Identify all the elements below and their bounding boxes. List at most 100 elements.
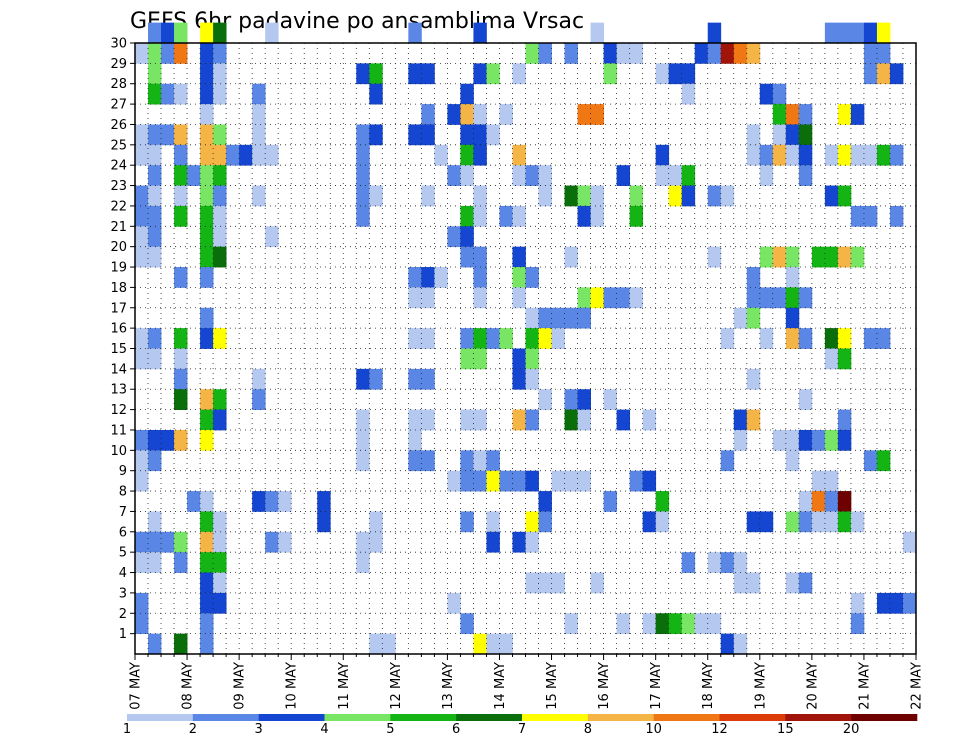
heatmap-cell — [746, 43, 761, 64]
heatmap-cell — [746, 307, 761, 329]
heatmap-cell — [616, 165, 631, 186]
heatmap-cell — [200, 531, 214, 553]
heatmap-cell — [863, 22, 878, 44]
heatmap-cell — [421, 104, 435, 125]
heatmap-cell — [265, 226, 279, 248]
y-tick-label: 25 — [110, 138, 127, 153]
heatmap-cell — [668, 185, 683, 207]
heatmap-cell — [759, 287, 774, 309]
heatmap-cell — [369, 83, 383, 105]
heatmap-cell — [213, 328, 227, 349]
heatmap-cell — [174, 552, 188, 573]
heatmap-cell — [538, 185, 552, 207]
heatmap-cell — [369, 63, 383, 85]
y-tick-label: 4 — [119, 566, 127, 581]
colorbar-label: 1 — [123, 722, 131, 737]
heatmap-cell — [525, 267, 539, 288]
heatmap-cell — [473, 144, 487, 166]
heatmap-cell — [850, 511, 865, 533]
heatmap-cell — [720, 185, 735, 207]
heatmap-cell — [577, 205, 591, 227]
y-tick-label: 3 — [119, 586, 127, 601]
heatmap-cell — [798, 165, 813, 186]
heatmap-cell — [148, 205, 162, 227]
heatmap-cell — [577, 389, 591, 410]
y-tick-label: 8 — [119, 485, 127, 500]
heatmap-cell — [486, 63, 500, 85]
heatmap-cell — [460, 104, 474, 125]
x-tick-label: 15 MAY — [545, 662, 560, 710]
heatmap-cell — [707, 246, 722, 268]
heatmap-cell — [252, 104, 266, 125]
heatmap-cell — [161, 429, 175, 451]
heatmap-cell — [798, 328, 813, 349]
heatmap-cell — [135, 246, 149, 268]
heatmap-cell — [863, 450, 878, 472]
heatmap-cell — [785, 287, 800, 309]
heatmap-cell — [850, 144, 865, 166]
heatmap-cell — [473, 104, 487, 125]
heatmap-cell — [837, 491, 852, 512]
heatmap-cell — [460, 613, 474, 635]
heatmap-cell — [811, 491, 826, 512]
x-tick-label: 21 MAY — [857, 662, 872, 710]
x-tick-label: 18 MAY — [701, 662, 716, 710]
heatmap-cell — [135, 470, 149, 492]
heatmap-cell — [499, 633, 513, 655]
colorbar-swatch — [522, 714, 589, 721]
heatmap-cell — [200, 22, 214, 44]
heatmap-cell — [356, 450, 370, 472]
heatmap-cell — [148, 144, 162, 166]
heatmap-cell — [824, 144, 839, 166]
heatmap-cell — [252, 185, 266, 207]
heatmap-cell — [408, 267, 422, 288]
heatmap-cell — [486, 531, 500, 553]
heatmap-cell — [824, 429, 839, 451]
heatmap-cell — [759, 165, 774, 186]
y-tick-label: 16 — [110, 322, 127, 337]
heatmap-cell — [200, 511, 214, 533]
heatmap-cell — [460, 409, 474, 431]
heatmap-cell — [824, 470, 839, 492]
heatmap-cell — [746, 267, 761, 288]
heatmap-cell — [499, 104, 513, 125]
heatmap-cell — [213, 63, 227, 85]
heatmap-cell — [629, 287, 644, 309]
heatmap-cell — [512, 287, 526, 309]
heatmap-cell — [148, 511, 162, 533]
heatmap-cell — [863, 205, 878, 227]
heatmap-cell — [824, 511, 839, 533]
heatmap-cell — [538, 165, 552, 186]
heatmap-cell — [720, 328, 735, 349]
heatmap-cell — [538, 307, 552, 329]
heatmap-cell — [148, 429, 162, 451]
heatmap-cell — [356, 165, 370, 186]
heatmap-cell — [486, 470, 500, 492]
heatmap-cell — [577, 470, 591, 492]
y-tick-label: 29 — [110, 57, 127, 72]
heatmap-cell — [252, 124, 266, 146]
heatmap-cell — [135, 348, 149, 370]
y-tick-label: 11 — [110, 423, 127, 438]
heatmap-cell — [564, 409, 578, 431]
heatmap-cell — [213, 572, 227, 594]
heatmap-cell — [356, 205, 370, 227]
colorbar-label: 15 — [777, 722, 794, 737]
heatmap-cell — [148, 633, 162, 655]
colorbar-swatch — [456, 714, 523, 721]
heatmap-cell — [772, 429, 787, 451]
y-tick-label: 27 — [110, 98, 127, 113]
heatmap-cell — [369, 368, 383, 390]
heatmap-cell — [707, 22, 722, 44]
heatmap-cell — [889, 592, 904, 614]
heatmap-cell — [824, 22, 839, 44]
heatmap-cell — [863, 43, 878, 64]
heatmap-cell — [655, 144, 670, 166]
heatmap-cell — [174, 144, 188, 166]
heatmap-cell — [200, 144, 214, 166]
heatmap-cell — [759, 328, 774, 349]
heatmap-cell — [759, 144, 774, 166]
heatmap-cell — [135, 124, 149, 146]
heatmap-cell — [213, 43, 227, 64]
heatmap-cell — [551, 307, 565, 329]
